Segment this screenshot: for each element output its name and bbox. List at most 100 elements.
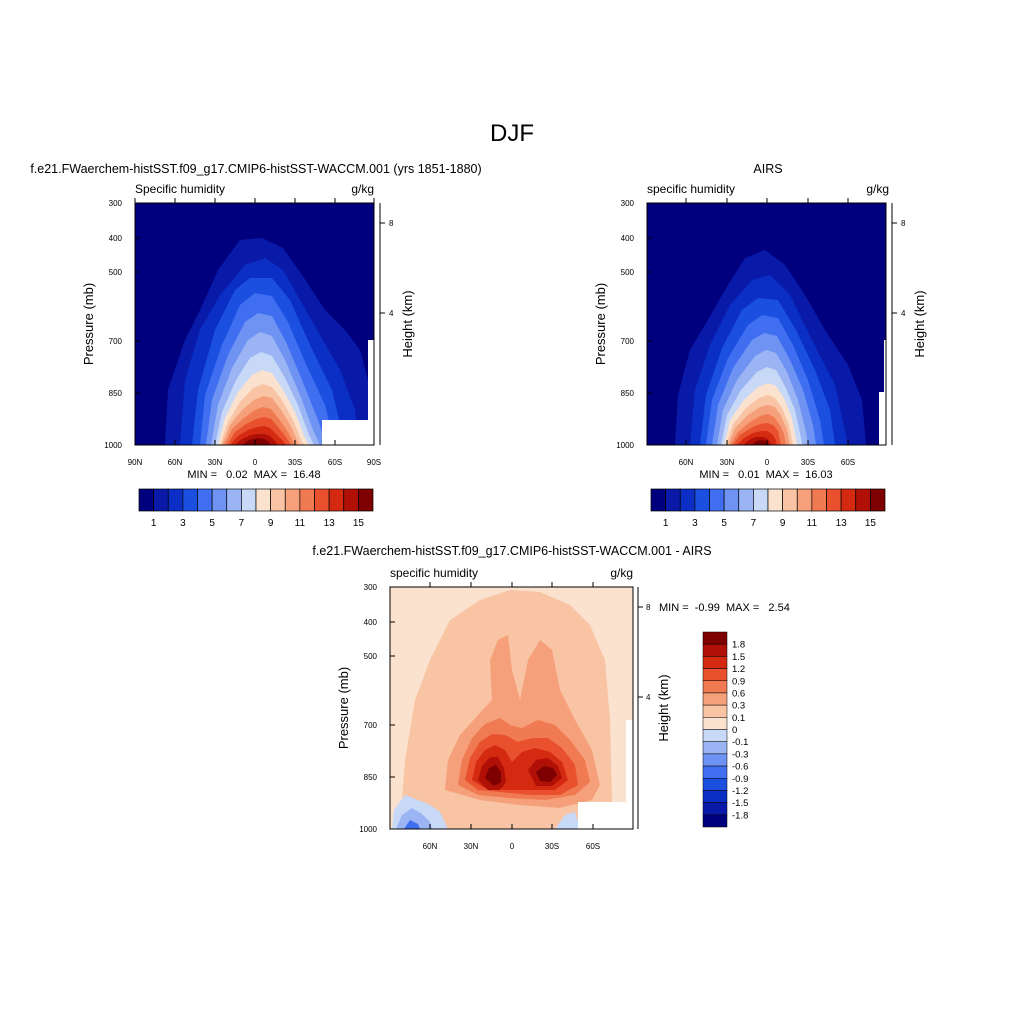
height-tick-label: 8 <box>646 603 651 612</box>
height-tick-label: 4 <box>901 309 906 318</box>
colorbar-swatch <box>284 488 301 512</box>
y-tick-label: 850 <box>109 389 123 398</box>
colorbar-swatch <box>665 488 681 512</box>
colorbar-swatch <box>299 488 315 512</box>
y-tick-label: 1000 <box>359 825 377 834</box>
colorbar-swatch <box>709 488 725 512</box>
colorbar-label: 5 <box>721 518 727 529</box>
missing-data-region <box>578 802 633 829</box>
colorbar-swatch <box>702 729 728 742</box>
colorbar-swatch <box>197 488 213 512</box>
y-tick-label: 300 <box>621 199 635 208</box>
y-axis-label: Pressure (mb) <box>593 283 608 365</box>
colorbar-swatch <box>702 643 728 657</box>
colorbar-difference: 1.81.51.20.90.60.30.10-0.1-0.3-0.6-0.9-1… <box>702 631 748 828</box>
height-tick-label: 4 <box>646 693 651 702</box>
colorbar-label: 1.2 <box>732 664 745 675</box>
y-tick-label: 850 <box>364 773 378 782</box>
colorbar-swatch <box>702 631 728 645</box>
panel-airs-units-label: g/kg <box>866 182 889 196</box>
colorbar-swatch <box>702 802 728 816</box>
contour-level-1.8 <box>485 765 557 786</box>
contour-level-neg-0.1 <box>392 795 580 829</box>
colorbar-label: 0.1 <box>732 713 745 724</box>
colorbar-swatch <box>702 778 728 791</box>
y-tick-label: 700 <box>621 337 635 346</box>
y-tick-label: 300 <box>364 583 378 592</box>
y-tick-label: 500 <box>364 652 378 661</box>
plot-axes-model: 300 400 500 700 850 1000 90N 60N 30N 0 3… <box>81 198 415 481</box>
colorbar-label: 0.3 <box>732 701 745 712</box>
contour-plot-model <box>135 203 374 445</box>
colorbar-swatch <box>182 488 198 512</box>
panel-model: f.e21.FWaerchem-histSST.f09_g17.CMIP6-hi… <box>30 162 481 481</box>
y-tick-label: 400 <box>621 234 635 243</box>
x-tick-label: 60N <box>168 458 183 467</box>
colorbar-label: -0.6 <box>732 762 748 773</box>
y-tick-label: 500 <box>109 268 123 277</box>
contour-plot-airs <box>647 203 886 445</box>
colorbar-label: -1.2 <box>732 786 748 797</box>
colorbar-swatch <box>702 753 728 767</box>
y-tick-label: 1000 <box>616 441 634 450</box>
x-tick-label: 90N <box>128 458 143 467</box>
x-tick-label: 30N <box>464 842 479 851</box>
x-tick-label: 30N <box>208 458 223 467</box>
height-axis-label: Height (km) <box>912 290 927 357</box>
y-tick-label: 400 <box>364 618 378 627</box>
colorbar-swatch <box>796 488 813 512</box>
colorbar-swatch <box>255 488 271 512</box>
colorbar-swatch <box>328 488 345 512</box>
panel-difference-case-title: f.e21.FWaerchem-histSST.f09_g17.CMIP6-hi… <box>312 544 711 558</box>
colorbar-label: -1.8 <box>732 810 748 821</box>
colorbar-swatch <box>702 692 728 706</box>
colorbar-swatch <box>343 488 359 512</box>
y-tick-label: 500 <box>621 268 635 277</box>
contour-level-neg-0.3 <box>396 808 432 829</box>
panel-airs-case-title: AIRS <box>753 162 782 176</box>
colorbar-swatch <box>826 488 842 512</box>
colorbar-label: 7 <box>239 518 245 529</box>
x-tick-label: 60N <box>679 458 694 467</box>
height-axis-label: Height (km) <box>400 290 415 357</box>
colorbar-label: -0.1 <box>732 737 748 748</box>
colorbar-model: 1 3 5 7 9 11 13 15 <box>138 488 374 529</box>
colorbar-swatch <box>226 488 242 512</box>
height-tick-label: 8 <box>901 219 906 228</box>
colorbar-swatch <box>811 488 827 512</box>
x-tick-label: 90S <box>367 458 381 467</box>
min-max-stats: MIN = 0.02 MAX = 16.48 <box>187 469 320 481</box>
y-tick-label: 700 <box>109 337 123 346</box>
colorbar-swatch <box>167 488 184 512</box>
height-tick-label: 8 <box>389 219 394 228</box>
panel-difference-variable-label: specific humidity <box>390 566 478 580</box>
min-max-stats: MIN = 0.01 MAX = 16.03 <box>699 469 832 481</box>
y-axis-label: Pressure (mb) <box>336 667 351 749</box>
plot-axes-airs: 300 400 500 700 850 1000 60N 30N 0 30S 6… <box>593 198 927 481</box>
colorbar-label: 15 <box>865 518 877 529</box>
colorbar-swatch <box>738 488 754 512</box>
colorbar-swatch <box>314 488 330 512</box>
min-max-stats: MIN = -0.99 MAX = 2.54 <box>659 602 790 614</box>
contour-level-16 <box>242 438 271 445</box>
colorbar-label: 13 <box>324 518 336 529</box>
y-tick-label: 700 <box>364 721 378 730</box>
y-tick-label: 850 <box>621 389 635 398</box>
colorbar-label: -1.5 <box>732 798 748 809</box>
colorbar-label: 1 <box>151 518 157 529</box>
colorbar-swatch <box>153 488 169 512</box>
x-tick-label: 0 <box>510 842 515 851</box>
panel-model-case-title: f.e21.FWaerchem-histSST.f09_g17.CMIP6-hi… <box>30 162 481 176</box>
colorbar-swatch <box>702 704 728 718</box>
colorbar-swatch <box>138 488 154 512</box>
colorbar-label: -0.9 <box>732 774 748 785</box>
colorbar-swatch <box>753 488 769 512</box>
panel-difference-units-label: g/kg <box>610 566 633 580</box>
colorbar-swatch <box>694 488 710 512</box>
colorbar-swatch <box>650 488 666 512</box>
colorbar-label: 3 <box>692 518 698 529</box>
colorbar-swatch <box>723 488 740 512</box>
colorbar-label: -0.3 <box>732 749 748 760</box>
colorbar-label: 13 <box>836 518 848 529</box>
